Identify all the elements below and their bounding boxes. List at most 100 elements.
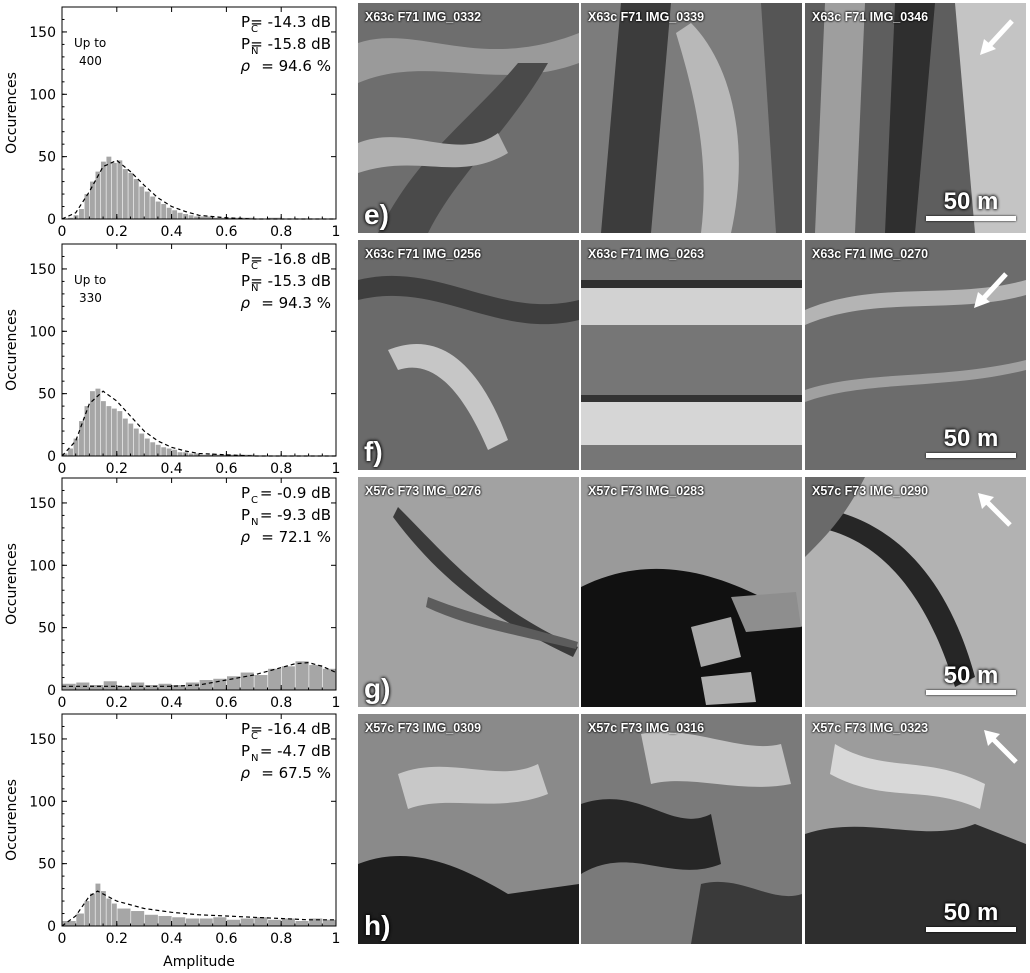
image-label: X63c F71 IMG_0270 xyxy=(812,247,929,261)
photo-row-f: X63c F71 IMG_0256 f) X63c F71 IMG_0263 X… xyxy=(358,240,1026,470)
x-tick-label: 1 xyxy=(332,695,341,711)
stat-value: = -16.8 dB xyxy=(250,250,331,268)
stat-value: = -15.3 dB xyxy=(250,272,331,290)
photo-tile: X57c F73 IMG_0309 h) xyxy=(358,714,579,944)
stat-label: P xyxy=(241,506,250,524)
histogram-bar xyxy=(106,406,112,456)
photo-tile: X57c F73 IMG_0323 50 m xyxy=(805,714,1026,944)
annotation-value: 400 xyxy=(79,54,102,68)
image-label: X63c F71 IMG_0346 xyxy=(812,10,929,24)
row-letter: h) xyxy=(364,910,391,941)
image-label: X57c F73 IMG_0283 xyxy=(588,484,705,498)
photo-tile: X57c F73 IMG_0290 50 m xyxy=(805,477,1026,707)
x-tick-label: 0 xyxy=(58,461,67,477)
stat-label: ρ xyxy=(240,528,250,546)
terrain-texture xyxy=(581,3,802,233)
row-letter: e) xyxy=(364,199,389,230)
fit-curve xyxy=(61,890,336,927)
histogram-bar xyxy=(199,680,213,690)
stat-label: P xyxy=(241,35,250,53)
histogram-bar xyxy=(268,919,282,926)
scale-label: 50 m xyxy=(943,899,999,926)
x-tick-label: 0.8 xyxy=(270,224,292,240)
stat-value: = 94.3 % xyxy=(261,294,331,312)
histogram-bar xyxy=(158,916,172,926)
histogram-bar xyxy=(133,428,139,456)
histogram-bar xyxy=(144,914,158,926)
photo-tile: X57c F73 IMG_0316 xyxy=(581,714,802,944)
y-tick-label: 0 xyxy=(47,919,56,935)
histogram-bar xyxy=(76,682,90,690)
histogram-bar xyxy=(199,216,213,219)
histogram-bar xyxy=(139,433,145,456)
arrow-down-left-icon xyxy=(974,272,1008,308)
image-label: X63c F71 IMG_0332 xyxy=(365,10,482,24)
histogram-bar xyxy=(161,204,167,219)
histogram-bar xyxy=(117,411,123,456)
terrain-texture xyxy=(805,3,1026,233)
annotation-value: 330 xyxy=(79,291,102,305)
histogram-bar xyxy=(79,421,84,456)
stat-label: P xyxy=(241,742,250,760)
y-axis-label: Occurences xyxy=(4,309,20,391)
histogram-bar xyxy=(68,217,73,219)
x-tick-label: 0.6 xyxy=(215,695,237,711)
histogram-bar xyxy=(254,917,268,926)
terrain-texture xyxy=(581,714,802,944)
histogram-bar xyxy=(95,171,101,219)
x-tick-label: 0.2 xyxy=(106,695,128,711)
histogram-bar xyxy=(155,444,161,456)
histogram-bar xyxy=(90,893,95,926)
histogram-bar xyxy=(194,216,199,219)
x-tick-label: 0.4 xyxy=(160,931,182,947)
x-tick-label: 0 xyxy=(58,931,67,947)
histogram-bar xyxy=(158,683,172,690)
y-tick-label: 0 xyxy=(47,212,56,228)
histogram-bar xyxy=(309,918,323,926)
scale-bar: 50 m xyxy=(926,900,1016,932)
histogram-bar xyxy=(76,913,84,926)
histogram-bar xyxy=(62,453,68,456)
image-label: X57c F73 IMG_0316 xyxy=(588,721,705,735)
histogram-bar xyxy=(177,212,183,219)
histogram-bar xyxy=(79,209,84,219)
y-tick-label: 100 xyxy=(29,558,56,574)
x-tick-label: 0.4 xyxy=(160,224,182,240)
y-axis-label: Occurences xyxy=(4,72,20,154)
histogram-bar xyxy=(131,911,145,926)
x-tick-label: 1 xyxy=(332,931,341,947)
histogram-bar xyxy=(172,685,186,690)
histogram-bar xyxy=(103,681,117,690)
image-label: X57c F73 IMG_0276 xyxy=(365,484,482,498)
histogram-column: 0 0.2 0.4 0.6 0.8 1 0 50 100 150 Occurences Up to 40… xyxy=(0,0,350,973)
x-tick-label: 0.4 xyxy=(160,695,182,711)
histogram-bar xyxy=(213,678,227,690)
stat-subscript: N xyxy=(251,753,258,764)
histogram-bar xyxy=(295,921,309,926)
y-tick-label: 50 xyxy=(38,857,56,873)
x-tick-label: 0.4 xyxy=(160,461,182,477)
bars xyxy=(68,156,282,219)
histogram-bar xyxy=(166,207,172,219)
stat-value: = 72.1 % xyxy=(261,528,331,546)
stat-subscript: C xyxy=(251,495,258,506)
histogram-bar xyxy=(117,686,131,690)
scale-label: 50 m xyxy=(943,188,999,215)
histogram-bar xyxy=(133,179,139,219)
histogram-bar xyxy=(213,454,227,456)
terrain-texture xyxy=(581,240,802,470)
histogram-bar xyxy=(281,666,295,690)
terrain-texture xyxy=(581,477,802,707)
terrain-texture xyxy=(805,714,1026,944)
y-tick-label: 100 xyxy=(29,87,56,103)
x-tick-label: 0.2 xyxy=(106,931,128,947)
stat-label: P xyxy=(241,13,250,31)
y-tick-label: 0 xyxy=(47,683,56,699)
stat-subscript: N xyxy=(251,46,258,57)
histogram-bar xyxy=(100,401,106,456)
photo-row-e: X63c F71 IMG_0332 e) X63c F71 IMG_0339 X… xyxy=(358,3,1026,233)
terrain-texture xyxy=(358,3,579,233)
scale-label: 50 m xyxy=(943,425,999,452)
histogram-bar xyxy=(73,438,79,456)
histogram-bar xyxy=(194,453,199,456)
